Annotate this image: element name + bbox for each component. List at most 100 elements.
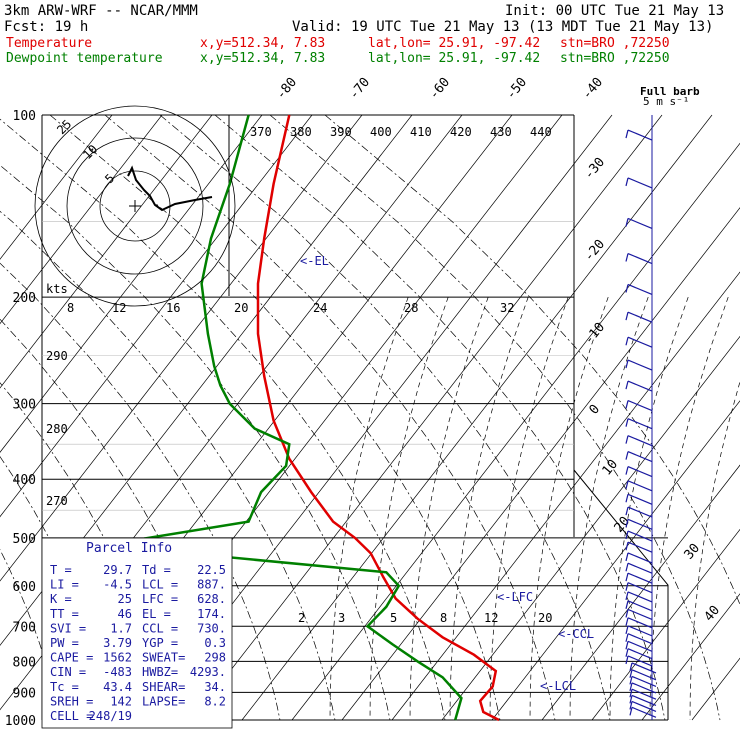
index-value: 22.5: [197, 563, 226, 577]
wind-barb-flag: [625, 466, 629, 475]
wind-barb-flag: [625, 435, 629, 444]
isotherm: [0, 114, 213, 389]
wind-barb-flag: [625, 609, 629, 618]
wind-barb: [627, 518, 653, 530]
isotherm: [641, 593, 740, 721]
isotherm-label-top: -70: [347, 75, 374, 103]
wind-barb-flag: [629, 695, 633, 704]
wind-barb-flag: [625, 572, 629, 582]
index-label: TT =: [50, 607, 79, 621]
isotherm: [0, 114, 363, 582]
wind-barb-flag: [625, 633, 629, 642]
isotherm-label-top: -80: [274, 75, 301, 103]
wind-barb-flag: [625, 617, 629, 626]
dry-adiabat: [324, 114, 740, 606]
isotherm: [191, 114, 663, 721]
wind-barb: [627, 655, 653, 667]
wind-barb: [627, 217, 653, 230]
wind-barb: [627, 400, 653, 412]
index-value: 34.: [204, 680, 226, 694]
moist-adiabat: [609, 296, 689, 721]
isotherm: [541, 464, 740, 721]
wind-barbs: [625, 115, 657, 720]
pressure-label: 700: [13, 620, 36, 635]
hodo-speed-label: 20: [234, 301, 248, 315]
legend-dewpoint-stn: stn=BRO ,72250: [560, 51, 670, 66]
moist-adiabat: [569, 296, 649, 721]
index-label: CCL =: [142, 621, 178, 635]
isotherm-label-top: -40: [580, 75, 607, 103]
theta-label: 390: [330, 125, 352, 139]
pressure-label: 300: [13, 398, 36, 413]
wind-barb-flag: [625, 418, 629, 427]
index-value: 4293.: [190, 665, 226, 679]
wind-barb: [627, 591, 653, 603]
level-annotation: <-CCL: [558, 627, 594, 641]
dry-adiabat: [0, 164, 391, 721]
index-label: LFC =: [142, 592, 178, 606]
legend-dewpoint-latlon: lat,lon= 25.91, -97.42: [368, 51, 540, 66]
isotherm-label-right: -20: [582, 237, 609, 265]
pressure-label: 200: [13, 291, 36, 306]
wind-barb: [627, 435, 653, 447]
wind-barb: [627, 418, 653, 430]
index-value: 25: [118, 592, 132, 606]
wind-barb: [627, 617, 653, 629]
wind-barb: [627, 625, 653, 637]
moist-adiabat: [689, 380, 740, 721]
index-value: 1562: [103, 651, 132, 665]
pressure-label: 900: [13, 686, 36, 701]
theta-label: 370: [250, 125, 272, 139]
isotherm: [241, 114, 713, 721]
pressure-label: 1000: [5, 714, 36, 729]
wind-barb: [627, 359, 653, 371]
wind-barb-flag: [625, 530, 629, 540]
moist-adiabat: [369, 296, 449, 721]
moist-adiabat: [329, 296, 409, 721]
wind-barb-flag: [625, 582, 629, 591]
moist-adiabat: [529, 296, 609, 721]
legend-dewpoint-coords: x,y=512.34, 7.83: [200, 51, 325, 66]
forecast-hour: Fcst: 19 h: [4, 19, 88, 35]
index-value: -483: [103, 665, 132, 679]
wind-barb-flag: [625, 400, 629, 409]
mixing-ratio-label: 8: [440, 611, 447, 625]
index-label: LAPSE=: [142, 694, 185, 708]
barb-legend-line1: Full barb: [640, 85, 700, 98]
wind-barb-flag: [625, 129, 629, 139]
wind-barb-flag: [625, 337, 629, 346]
pressure-label: 800: [13, 655, 36, 670]
pressure-label: 400: [13, 473, 36, 488]
wind-barb: [627, 608, 653, 620]
wind-barb-flag: [625, 451, 629, 460]
hodo-speed-label: 32: [500, 301, 514, 315]
isotherm: [0, 114, 313, 518]
valid-time: Valid: 19 UTC Tue 21 May 13 (13 MDT Tue …: [292, 19, 713, 35]
isotherm-label-right: 40: [702, 603, 724, 625]
wind-barb: [627, 648, 653, 660]
pressure-label: 100: [13, 109, 36, 124]
index-value: 1.7: [110, 621, 132, 635]
isotherm-label-top: -50: [504, 75, 531, 103]
index-label: T =: [50, 563, 72, 577]
wind-barb: [627, 177, 653, 189]
wind-barb-flag: [625, 655, 629, 665]
wind-barb: [627, 541, 653, 553]
index-label: LI =: [50, 578, 79, 592]
wind-barb: [627, 466, 653, 478]
index-value: 628.: [197, 592, 226, 606]
index-label: SREH =: [50, 694, 93, 708]
hodo-ring: [34, 105, 236, 307]
parcel-info-title: Parcel Info: [86, 541, 172, 556]
wind-barb-flag: [625, 284, 629, 293]
hodo-speed-label: 12: [112, 301, 126, 315]
hodo-ring-label: 5: [102, 171, 117, 186]
isotherm: [341, 207, 740, 721]
theta-label: 440: [530, 125, 552, 139]
wind-barb: [627, 600, 653, 612]
isotherm: [491, 400, 740, 721]
isotherm-label-right: 0: [587, 402, 604, 418]
frame-right-lower: [573, 469, 669, 720]
index-value: 730.: [197, 621, 226, 635]
isotherm-label-top: -60: [427, 75, 454, 103]
